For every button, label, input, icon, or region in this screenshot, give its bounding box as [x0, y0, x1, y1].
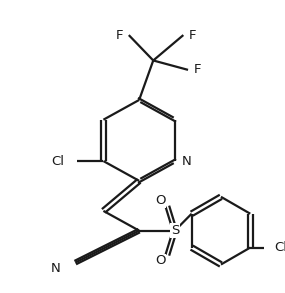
Text: S: S — [171, 224, 179, 237]
Text: O: O — [155, 194, 166, 207]
Text: O: O — [155, 254, 166, 267]
Text: F: F — [189, 29, 196, 42]
Text: N: N — [50, 262, 60, 275]
Text: Cl: Cl — [51, 155, 64, 168]
Text: N: N — [182, 155, 191, 168]
Text: F: F — [116, 29, 123, 42]
Text: F: F — [194, 63, 201, 76]
Text: Cl: Cl — [274, 241, 285, 254]
